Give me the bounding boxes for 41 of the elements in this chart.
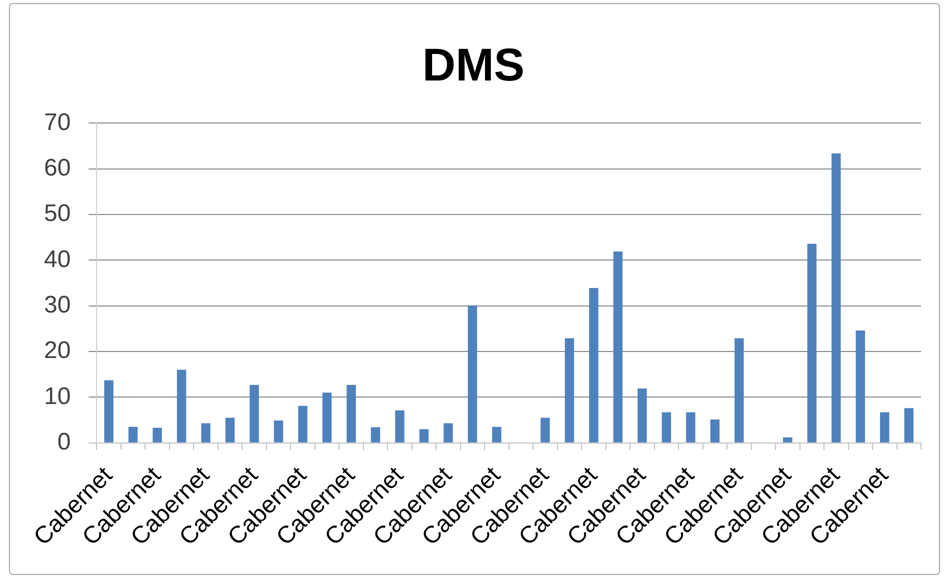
bar <box>783 437 792 442</box>
bar <box>274 420 284 442</box>
y-tick-label: 10 <box>44 382 71 410</box>
bar <box>201 423 210 442</box>
y-tick-label: 20 <box>44 337 71 364</box>
bar <box>638 388 647 442</box>
bar <box>540 418 550 442</box>
bar <box>613 252 623 442</box>
bar <box>370 427 380 442</box>
bar <box>686 412 696 442</box>
y-tick-label: 60 <box>44 154 71 182</box>
bar <box>904 408 914 442</box>
y-tick-label: 50 <box>44 200 71 228</box>
bar <box>564 338 574 442</box>
bar <box>832 153 841 442</box>
bar <box>104 380 114 442</box>
bar <box>710 420 720 442</box>
bar <box>128 426 138 442</box>
bar <box>444 423 453 442</box>
y-tick-label: 70 <box>44 108 71 136</box>
bar <box>298 406 308 442</box>
bar <box>589 288 598 442</box>
bar <box>322 392 332 442</box>
y-tick-label: 30 <box>44 291 71 318</box>
bar <box>419 429 429 442</box>
bar <box>880 412 890 442</box>
bar <box>468 305 478 442</box>
bar <box>492 426 502 442</box>
bar <box>395 410 404 442</box>
bar <box>856 330 865 442</box>
y-tick-label: 0 <box>57 428 71 456</box>
bar <box>662 412 672 442</box>
bar <box>225 418 235 442</box>
bar <box>176 370 186 442</box>
bar <box>346 384 356 442</box>
bar <box>152 428 162 442</box>
bar <box>734 338 744 442</box>
bar <box>250 384 259 442</box>
bar <box>807 244 817 442</box>
y-tick-label: 40 <box>44 246 71 273</box>
chart-title: DMS <box>422 38 525 90</box>
